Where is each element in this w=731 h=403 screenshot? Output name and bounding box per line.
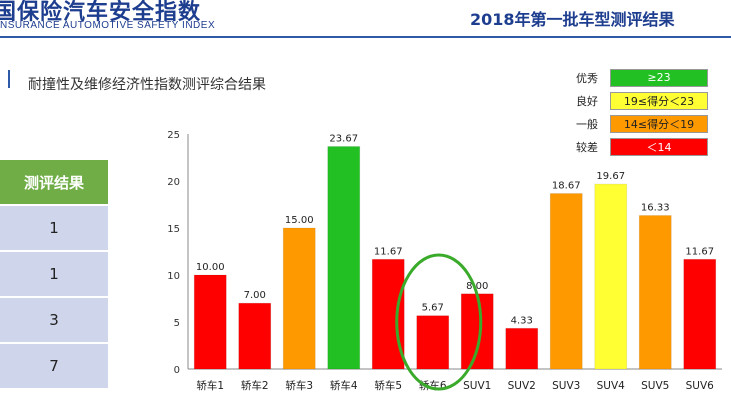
legend-swatch: ＜14 (610, 137, 708, 156)
bar-value-label: 15.00 (285, 215, 314, 226)
category-label: 轿车1 (196, 379, 224, 392)
category-label: SUV2 (508, 380, 536, 392)
bar (282, 227, 316, 370)
results-table: 测评结果 1 1 3 7 (0, 160, 108, 388)
category-label: SUV4 (597, 380, 626, 392)
header-divider (0, 36, 731, 38)
bar (683, 258, 717, 370)
highlight-ellipse (395, 253, 483, 391)
category-label: 轿车2 (241, 379, 269, 392)
y-tick-label: 5 (174, 318, 180, 329)
legend-row-excellent: 优秀 ≥23 (576, 68, 708, 87)
legend-swatch: 14≤得分＜19 (610, 114, 708, 133)
y-tick-label: 20 (167, 177, 180, 188)
category-label: SUV1 (463, 380, 491, 392)
rating-legend: 优秀 ≥23 良好 19≤得分＜23 一般 14≤得分＜19 较差 ＜14 (576, 68, 708, 160)
bar (594, 183, 628, 370)
logo-title-en: NSURANCE AUTOMOTIVE SAFETY INDEX (0, 20, 216, 31)
bar-value-label: 7.00 (244, 290, 266, 301)
bar (371, 258, 405, 370)
bar-value-label: 16.33 (641, 202, 670, 213)
category-label: SUV5 (641, 380, 669, 392)
results-table-cell: 7 (0, 344, 108, 388)
category-label: 轿车5 (374, 379, 402, 392)
y-tick-label: 0 (174, 365, 180, 376)
bar-value-label: 5.67 (422, 303, 444, 314)
section-marker (8, 70, 10, 88)
category-label: 轿车3 (285, 379, 313, 392)
bar-value-label: 8.00 (466, 281, 488, 292)
bar-value-label: 23.67 (329, 134, 358, 145)
legend-swatch: 19≤得分＜23 (610, 91, 708, 110)
bar-value-label: 11.67 (685, 246, 714, 257)
category-label: SUV6 (686, 380, 715, 392)
y-tick-label: 15 (167, 224, 180, 235)
bar (238, 302, 272, 370)
bar-value-label: 18.67 (552, 181, 581, 192)
bar-value-label: 10.00 (196, 262, 225, 273)
bar-value-label: 11.67 (374, 246, 403, 257)
legend-label: 优秀 (576, 71, 598, 85)
legend-label: 较差 (576, 140, 598, 154)
results-table-header: 测评结果 (0, 160, 108, 204)
page-title: 2018年第一批车型测评结果 (470, 10, 675, 29)
results-table-cell: 1 (0, 252, 108, 296)
results-table-cell: 1 (0, 206, 108, 250)
legend-label: 良好 (576, 94, 598, 108)
bar (638, 214, 672, 370)
category-label: 轿车4 (330, 379, 358, 392)
y-tick-label: 10 (167, 271, 180, 282)
bar (416, 315, 450, 370)
bar (327, 146, 361, 370)
legend-swatch: ≥23 (610, 68, 708, 87)
logo-title-cn: 国保险汽车安全指数 (0, 0, 202, 25)
section-title: 耐撞性及维修经济性指数测评综合结果 (28, 77, 266, 93)
bar (193, 274, 227, 370)
results-table-cell: 3 (0, 298, 108, 342)
legend-row-good: 良好 19≤得分＜23 (576, 91, 708, 110)
legend-label: 一般 (576, 117, 598, 131)
bar-value-label: 19.67 (596, 171, 625, 182)
y-tick-label: 25 (167, 130, 180, 141)
legend-row-poor: 较差 ＜14 (576, 137, 708, 156)
bar (549, 193, 583, 370)
legend-row-average: 一般 14≤得分＜19 (576, 114, 708, 133)
bar (505, 327, 539, 370)
bar-value-label: 4.33 (511, 315, 533, 326)
category-label: SUV3 (552, 380, 580, 392)
bar (460, 293, 494, 370)
